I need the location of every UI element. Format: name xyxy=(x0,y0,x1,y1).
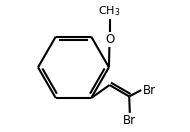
Text: Br: Br xyxy=(142,84,156,97)
Text: O: O xyxy=(105,33,114,46)
Text: Br: Br xyxy=(123,114,136,127)
Text: CH$_3$: CH$_3$ xyxy=(98,4,121,18)
